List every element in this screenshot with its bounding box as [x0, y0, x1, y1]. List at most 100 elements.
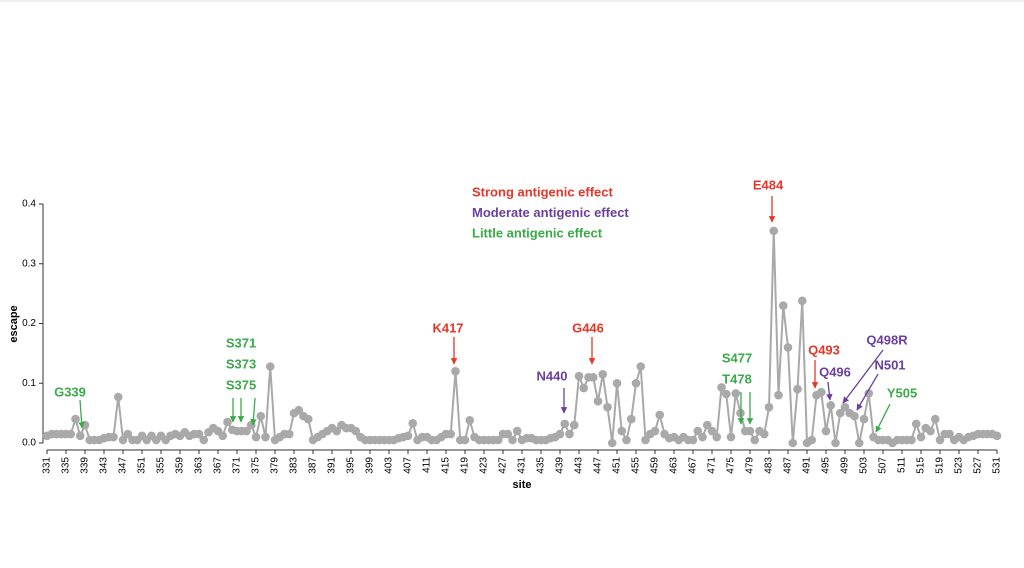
data-point [907, 435, 916, 445]
data-point [194, 429, 204, 439]
x-tick-label: 459 [650, 457, 661, 474]
data-point [721, 389, 731, 399]
x-tick-label: 395 [346, 457, 357, 474]
data-point [631, 378, 641, 388]
data-point [731, 389, 741, 398]
data-point [251, 432, 261, 442]
x-tick-label: 351 [137, 457, 148, 474]
data-point [774, 390, 783, 400]
data-point [702, 420, 712, 430]
annotation-label: Q498R [866, 332, 908, 347]
x-tick-label: 471 [707, 457, 718, 474]
data-point [223, 417, 232, 427]
data-point [294, 405, 304, 415]
data-point [579, 383, 589, 393]
x-axis-label: site [513, 479, 532, 491]
x-tick-label: 527 [973, 457, 984, 474]
x-tick-label: 503 [859, 457, 870, 474]
annotation-arrow [856, 373, 879, 411]
annotation-label: E484 [753, 177, 784, 192]
data-point [622, 435, 631, 445]
legend-entry: Little antigenic effect [472, 225, 603, 240]
annotation-label: G446 [572, 320, 604, 335]
series-line [46, 230, 998, 445]
x-tick-label: 507 [878, 457, 889, 474]
data-point [265, 362, 275, 371]
annotation-label: S371 [226, 335, 256, 350]
data-point [118, 435, 128, 445]
x-tick-label: 335 [61, 457, 72, 474]
data-point [603, 402, 612, 412]
x-tick-label: 419 [460, 457, 471, 474]
x-tick-label: 391 [327, 457, 338, 474]
data-point [351, 426, 361, 436]
data-point [826, 401, 836, 410]
data-point [636, 362, 646, 371]
x-tick-label: 487 [783, 457, 794, 474]
y-tick-label: 0.2 [22, 318, 36, 329]
data-point [261, 432, 270, 442]
data-point [859, 414, 869, 424]
data-point [783, 343, 793, 352]
annotation-label: S373 [226, 356, 256, 371]
x-tick-label: 375 [251, 457, 262, 474]
x-tick-label: 383 [289, 457, 300, 474]
data-point [303, 414, 313, 424]
data-point [797, 296, 807, 306]
data-point [256, 411, 266, 421]
annotation-label: N501 [874, 357, 905, 372]
data-point [854, 438, 864, 448]
x-tick-label: 511 [897, 457, 908, 473]
data-point [617, 426, 627, 436]
data-point [655, 410, 665, 420]
data-point [707, 426, 717, 436]
annotation-label: K417 [432, 320, 463, 335]
data-point [508, 435, 517, 445]
data-point [284, 429, 294, 439]
annotation-arrow [250, 397, 257, 426]
x-tick-label: 435 [536, 457, 547, 474]
x-tick-label: 343 [99, 457, 110, 474]
x-tick-label: 475 [726, 457, 737, 474]
data-point [864, 389, 874, 398]
x-tick-label: 479 [745, 457, 756, 474]
x-tick-label: 331 [42, 457, 53, 474]
data-point [698, 432, 707, 442]
y-tick-label: 0.1 [22, 378, 36, 389]
x-tick-label: 443 [574, 457, 585, 474]
data-point [66, 429, 76, 439]
data-point [569, 420, 579, 430]
data-point [598, 369, 608, 379]
annotation-label: S477 [722, 350, 752, 365]
data-point [641, 435, 650, 445]
x-tick-label: 515 [916, 457, 927, 474]
data-point [565, 429, 574, 439]
data-point [835, 408, 845, 418]
annotation-arrow [78, 399, 85, 429]
data-point [465, 415, 475, 425]
data-point [612, 378, 622, 388]
annotation-arrow [826, 381, 833, 401]
data-point [199, 435, 209, 445]
data-point [945, 429, 954, 439]
x-tick-label: 355 [156, 457, 167, 474]
y-tick-label: 0.4 [22, 199, 36, 210]
x-tick-label: 483 [764, 457, 775, 474]
y-tick-label: 0.3 [22, 258, 36, 269]
x-tick-label: 359 [175, 457, 186, 474]
data-point [693, 426, 703, 436]
data-point [650, 426, 660, 436]
legend-entry: Moderate antigenic effect [472, 205, 629, 220]
data-point [788, 438, 798, 448]
data-point [726, 432, 736, 442]
data-point [555, 429, 565, 439]
x-tick-label: 467 [688, 457, 699, 474]
annotation-label: Q493 [808, 342, 840, 357]
x-tick-label: 379 [270, 457, 281, 474]
data-point [745, 426, 755, 436]
data-point [831, 438, 840, 448]
x-tick-label: 431 [517, 457, 528, 474]
annotation-arrow [842, 349, 884, 404]
x-tick-label: 427 [498, 457, 509, 474]
